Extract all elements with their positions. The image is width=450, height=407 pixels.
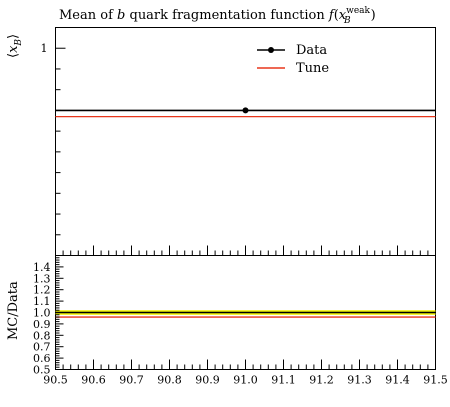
ratio-y-tick-label: 0.9 <box>33 318 51 331</box>
ratio-y-tick-label: 1.1 <box>33 295 51 308</box>
axes: 90.5 90.6 90.7 90.8 90.9 91.0 91.1 91.2 91.3 91.4… <box>33 27 448 387</box>
x-tick-label: 91.0 <box>233 374 258 387</box>
chart-title: Mean of b quark fragmentation function f… <box>59 6 376 26</box>
x-tick-label: 90.9 <box>195 374 220 387</box>
x-tick-label: 90.5 <box>43 374 68 387</box>
ratio-y-tick-label: 0.5 <box>33 364 51 377</box>
ratio-y-tick-label: 1.2 <box>33 284 51 297</box>
ratio-ylabel: MC/Data <box>6 281 21 340</box>
main-plot-frame <box>55 27 436 256</box>
x-tick-label: 90.7 <box>119 374 144 387</box>
data-point <box>242 107 249 114</box>
main-ylabel: ⟨xB⟩ <box>6 34 24 58</box>
legend-label-tune: Tune <box>296 61 329 76</box>
ratio-y-tick-label: 0.6 <box>33 352 51 365</box>
ratio-y-tick-label: 1.4 <box>33 261 51 274</box>
x-tick-label: 90.6 <box>81 374 106 387</box>
x-tick-label: 90.8 <box>157 374 182 387</box>
x-tick-label: 91.5 <box>423 374 448 387</box>
ratio-y-tick-label: 1.0 <box>33 307 51 320</box>
ratio-plot-area <box>55 310 436 318</box>
ratio-y-tick-label: 1.3 <box>33 272 51 285</box>
x-tick-label: 91.3 <box>347 374 372 387</box>
legend: Data Tune <box>257 43 329 76</box>
x-tick-label: 91.1 <box>271 374 296 387</box>
y-tick-label: 1 <box>41 42 48 55</box>
x-tick-label: 91.4 <box>385 374 410 387</box>
legend-label-data: Data <box>296 43 327 58</box>
ratio-y-tick-label: 0.7 <box>33 341 51 354</box>
x-tick-label: 91.2 <box>309 374 334 387</box>
legend-marker-data <box>268 47 274 53</box>
ratio-y-tick-label: 0.8 <box>33 329 51 342</box>
main-plot-area <box>55 107 436 118</box>
